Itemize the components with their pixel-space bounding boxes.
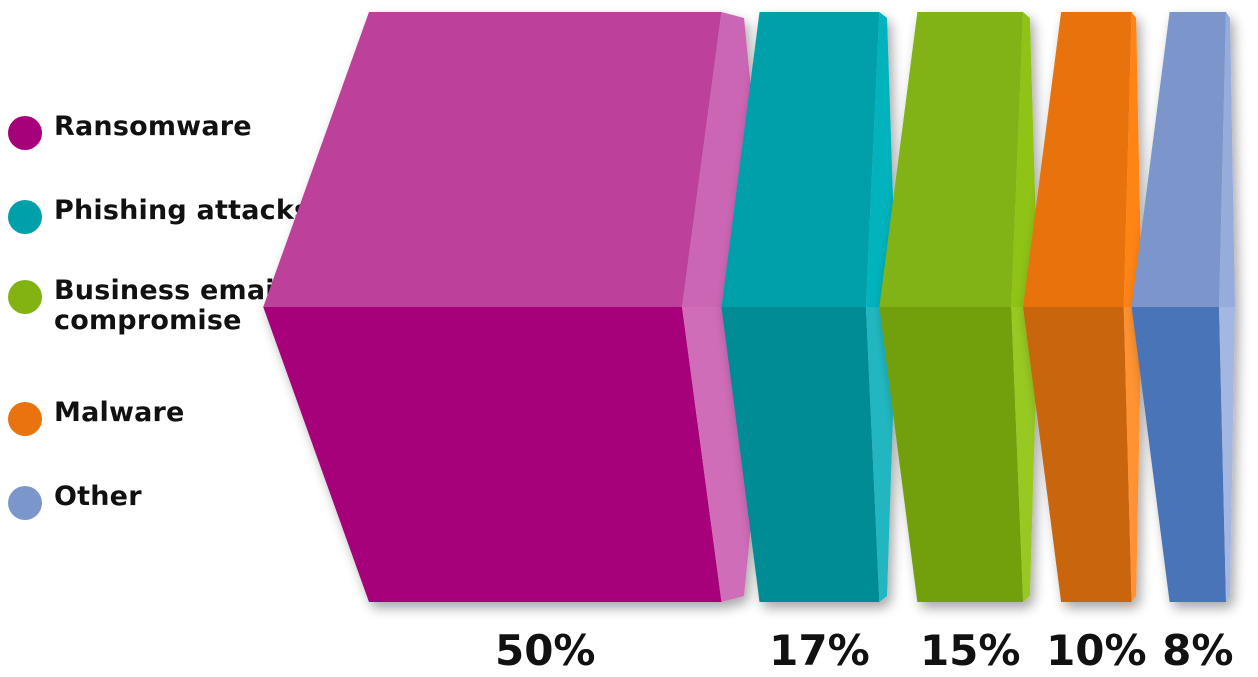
bar-bec-upper-face — [879, 12, 1024, 307]
legend-label-bec: Business email compromise — [54, 275, 285, 336]
bar-other-lower-face — [1131, 307, 1226, 602]
value-label-other: 8% — [1162, 626, 1233, 675]
legend-item-phishing: Phishing attacks — [8, 196, 368, 276]
legend-swatch-phishing — [8, 200, 42, 234]
legend-label-ransomware: Ransomware — [54, 111, 252, 142]
bar-bec — [879, 12, 1039, 602]
bar-malware-side-upper — [1123, 12, 1142, 307]
value-labels-group: 50% 17% 15% 10% 8% — [495, 626, 1233, 675]
bar-other-side-lower — [1219, 307, 1235, 602]
bar-malware-lower-face — [1023, 307, 1132, 602]
legend-swatch-bec — [8, 280, 42, 314]
bar-phishing-upper-face — [721, 12, 880, 307]
bar-malware-side-lower — [1123, 307, 1142, 602]
legend-item-bec: Business email compromise — [8, 276, 368, 398]
legend-swatch-other — [8, 486, 42, 520]
bar-phishing — [721, 12, 897, 602]
value-label-phishing: 17% — [769, 626, 870, 675]
bar-bec-lower-face — [879, 307, 1024, 602]
value-label-malware: 10% — [1046, 626, 1147, 675]
legend-swatch-ransomware — [8, 116, 42, 150]
legend-item-malware: Malware — [8, 398, 368, 482]
bar-ransomware-lower-face — [263, 307, 722, 602]
bar-other-side-upper — [1219, 12, 1235, 307]
bar-ransomware — [263, 12, 773, 602]
legend-label-other: Other — [54, 481, 142, 512]
legend-item-other: Other — [8, 482, 368, 520]
bars-group — [263, 12, 1235, 602]
bar-bec-side-lower — [1011, 307, 1039, 602]
bar-malware — [1023, 12, 1142, 602]
legend-label-malware: Malware — [54, 397, 185, 428]
legend-item-ransomware: Ransomware — [8, 112, 368, 196]
bar-ransomware-upper-face — [263, 12, 722, 307]
legend-swatch-malware — [8, 402, 42, 436]
bar-other-upper-face — [1131, 12, 1226, 307]
value-label-ransomware: 50% — [495, 626, 596, 675]
value-label-bec: 15% — [920, 626, 1021, 675]
bar-other — [1131, 12, 1235, 602]
legend-label-phishing: Phishing attacks — [54, 195, 311, 226]
bar-phishing-lower-face — [721, 307, 880, 602]
bar-malware-upper-face — [1023, 12, 1132, 307]
bar-bec-side-upper — [1011, 12, 1039, 307]
legend: Ransomware Phishing attacks Business ema… — [8, 112, 368, 520]
